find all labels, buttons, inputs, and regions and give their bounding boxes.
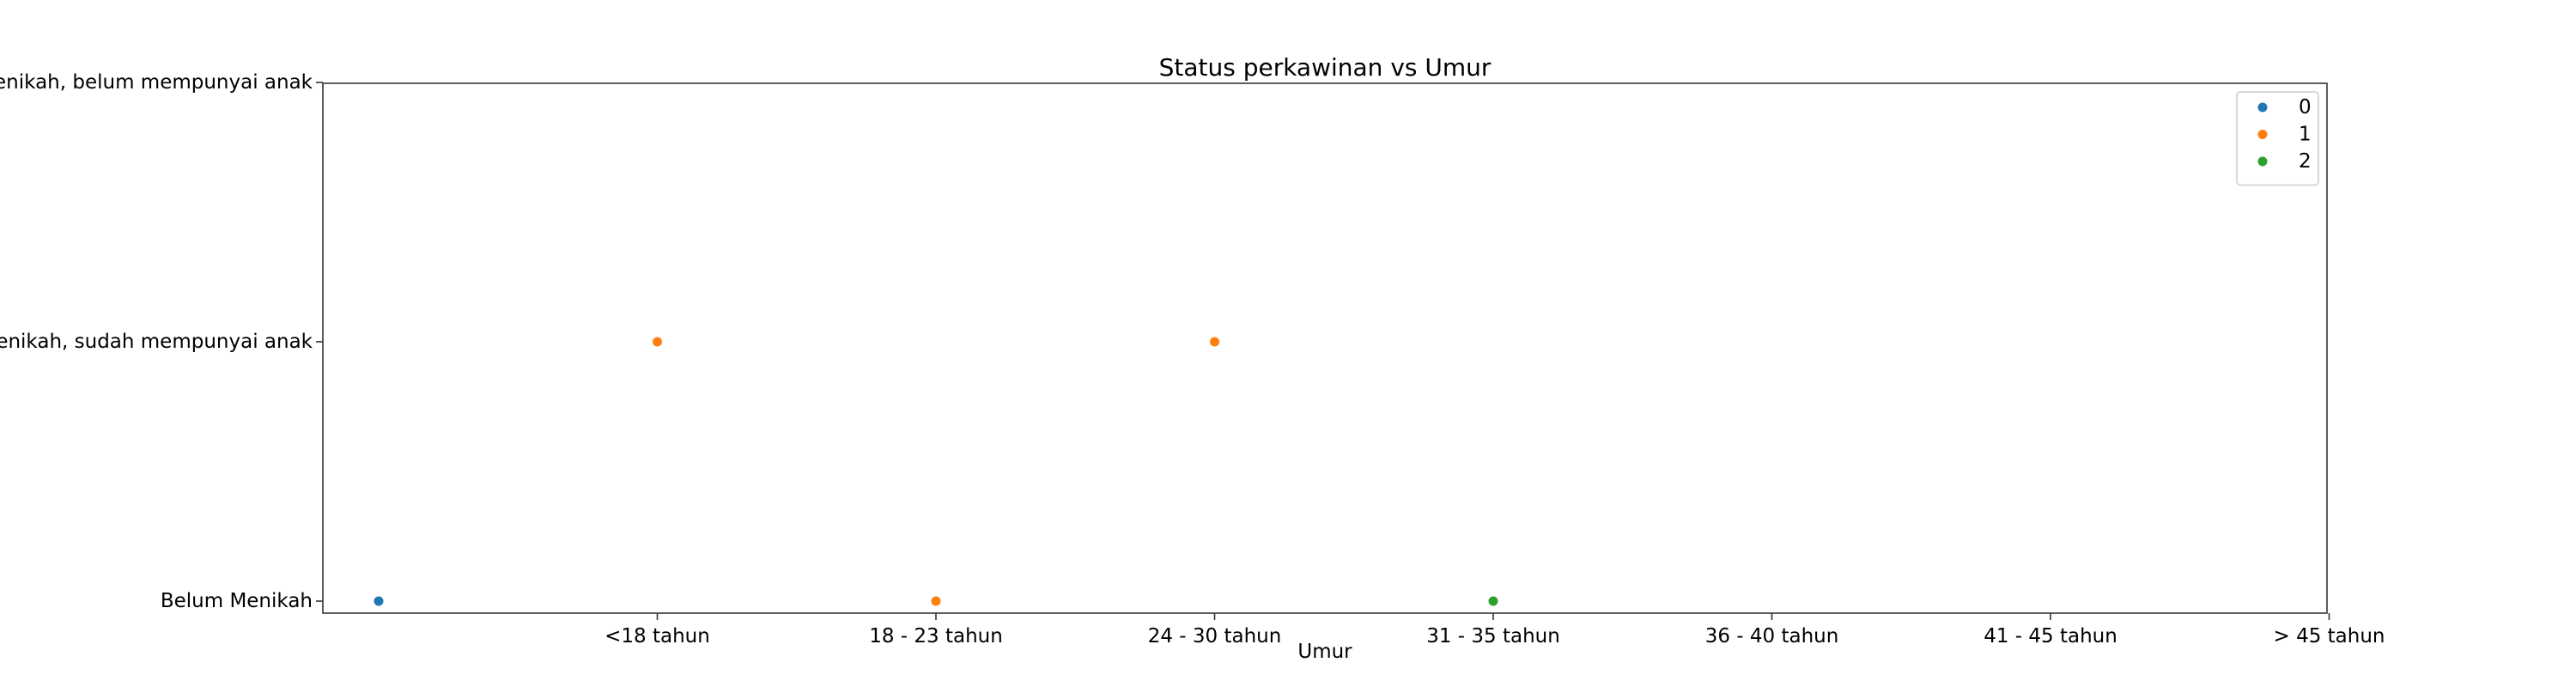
point-series-1-1 <box>931 596 941 606</box>
plot-frame <box>322 82 2328 614</box>
x-tick-label-45-tahun: > 45 tahun <box>2273 625 2385 647</box>
x-axis: <18 tahun 18 - 23 tahun 24 - 30 tahun 31 - … <box>605 613 2385 647</box>
legend-label-0: 0 <box>2299 96 2312 119</box>
x-tick-label-36-40-tahun: 36 - 40 tahun <box>1705 625 1839 647</box>
data-points <box>374 337 1498 606</box>
point-series-1-2 <box>1210 337 1219 347</box>
y-tick-label-menikah-belum-mempunyai-anak: Menikah, belum mempunyai anak <box>0 71 313 94</box>
legend: 0 1 2 <box>2236 91 2319 186</box>
legend-marker-1 <box>2257 130 2268 139</box>
point-series-2-0 <box>1488 596 1498 606</box>
legend-label-2: 2 <box>2299 150 2312 173</box>
legend-label-1: 1 <box>2299 124 2312 146</box>
x-tick-label-41-45-tahun: 41 - 45 tahun <box>1984 625 2117 647</box>
legend-marker-2 <box>2257 156 2268 167</box>
point-series-0-0 <box>374 596 384 606</box>
y-tick-label-menikah-sudah-mempunyai-anak: Menikah, sudah mempunyai anak <box>0 331 313 353</box>
legend-marker-0 <box>2257 102 2268 112</box>
chart-title: Status perkawinan vs Umur <box>1159 53 1492 82</box>
x-tick-label-18-23-tahun: 18 - 23 tahun <box>869 625 1003 647</box>
y-axis: Belum Menikah Menikah, sudah mempunyai an… <box>0 71 323 612</box>
legend-frame <box>2236 91 2319 186</box>
x-tick-label-24-30-tahun: 24 - 30 tahun <box>1148 625 1282 647</box>
x-axis-label: Umur <box>1297 641 1352 663</box>
x-tick-label-31-35-tahun: 31 - 35 tahun <box>1426 625 1560 647</box>
point-series-1-0 <box>653 337 662 347</box>
x-tick-label-18-tahun: <18 tahun <box>605 625 710 647</box>
y-tick-label-belum-menikah: Belum Menikah <box>161 590 313 612</box>
